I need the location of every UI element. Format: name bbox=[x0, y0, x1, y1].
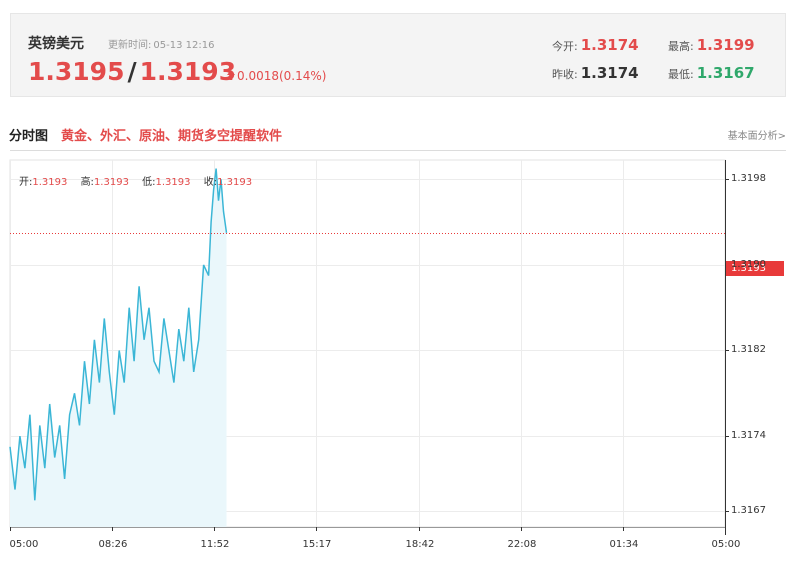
price-display: 1.3195/1.3193 bbox=[28, 57, 236, 86]
current-price-tag: 1.3193 bbox=[726, 261, 784, 276]
ohlc-low-value: 1.3193 bbox=[155, 177, 191, 188]
ohlc-open-label: 开: bbox=[19, 177, 33, 188]
ohlc-readout: 开:1.3193 高:1.3193 低:1.3193 收:1.3193 bbox=[19, 173, 262, 188]
ohlc-high-label: 高: bbox=[80, 177, 94, 188]
ask-price: 1.3193 bbox=[139, 57, 237, 86]
ohlc-high: 高:1.3193 bbox=[81, 177, 129, 188]
x-tick-label: 08:26 bbox=[98, 539, 128, 550]
ohlc-low-label: 低: bbox=[142, 177, 156, 188]
y-tick-label: 1.3167 bbox=[731, 504, 766, 516]
stat-prev-close-value: 1.3174 bbox=[580, 64, 639, 82]
y-tick-label: 1.3198 bbox=[731, 172, 766, 184]
fundamental-analysis-link[interactable]: 基本面分析> bbox=[727, 131, 786, 142]
update-time-label: 更新时间: bbox=[108, 40, 152, 51]
up-arrow-icon bbox=[227, 69, 235, 83]
x-tick-label: 22:08 bbox=[507, 539, 537, 550]
stat-prev-close-label: 昨收: bbox=[552, 68, 578, 81]
ohlc-open-value: 1.3193 bbox=[32, 177, 68, 188]
quote-panel: 英镑美元 更新时间: 05-13 12:16 1.3195/1.3193 0.00… bbox=[10, 13, 786, 97]
update-time-value: 05-13 12:16 bbox=[153, 40, 215, 51]
stat-low-value: 1.3167 bbox=[696, 64, 755, 82]
price-separator: / bbox=[127, 57, 137, 86]
ohlc-close: 收:1.3193 bbox=[204, 177, 252, 188]
price-line bbox=[9, 168, 228, 501]
stat-high: 最高: 1.3199 bbox=[668, 36, 755, 54]
symbol-name: 英镑美元 bbox=[28, 36, 84, 52]
ohlc-close-value: 1.3193 bbox=[217, 177, 253, 188]
section-title: 分时图 bbox=[9, 129, 49, 144]
x-axis-ticks bbox=[10, 527, 726, 531]
change-value: 0.0018(0.14%) bbox=[237, 69, 327, 83]
alert-software-link[interactable]: 黄金、外汇、原油、期货多空提醒软件 bbox=[61, 129, 283, 144]
ohlc-high-value: 1.3193 bbox=[93, 177, 129, 188]
stat-low: 最低: 1.3167 bbox=[668, 64, 755, 82]
update-time: 更新时间: 05-13 12:16 bbox=[108, 36, 216, 51]
stat-open: 今开: 1.3174 bbox=[552, 36, 639, 54]
y-tick-label: 1.3190 bbox=[731, 258, 766, 270]
stat-prev-close: 昨收: 1.3174 bbox=[552, 64, 639, 82]
x-tick-label: 18:42 bbox=[405, 539, 435, 550]
stat-high-label: 最高: bbox=[668, 40, 694, 53]
stat-low-label: 最低: bbox=[668, 68, 694, 81]
ohlc-open: 开:1.3193 bbox=[19, 177, 67, 188]
x-tick-label: 11:52 bbox=[200, 539, 230, 550]
y-tick-label: 1.3174 bbox=[731, 429, 766, 441]
ohlc-close-label: 收: bbox=[203, 177, 218, 188]
x-tick-label: 15:17 bbox=[302, 539, 332, 550]
y-tick-label: 1.3182 bbox=[731, 343, 766, 355]
bid-price: 1.3195 bbox=[28, 57, 125, 86]
stat-high-value: 1.3199 bbox=[696, 36, 755, 54]
x-tick-label: 05:00 bbox=[711, 539, 741, 550]
stat-open-value: 1.3174 bbox=[580, 36, 639, 54]
section-divider bbox=[10, 150, 786, 151]
stat-open-label: 今开: bbox=[552, 40, 578, 53]
x-tick-label: 05:00 bbox=[9, 539, 39, 550]
price-area bbox=[10, 168, 227, 527]
x-tick-label: 01:34 bbox=[609, 539, 639, 550]
ohlc-low: 低:1.3193 bbox=[142, 177, 190, 188]
price-change: 0.0018(0.14%) bbox=[227, 69, 326, 83]
